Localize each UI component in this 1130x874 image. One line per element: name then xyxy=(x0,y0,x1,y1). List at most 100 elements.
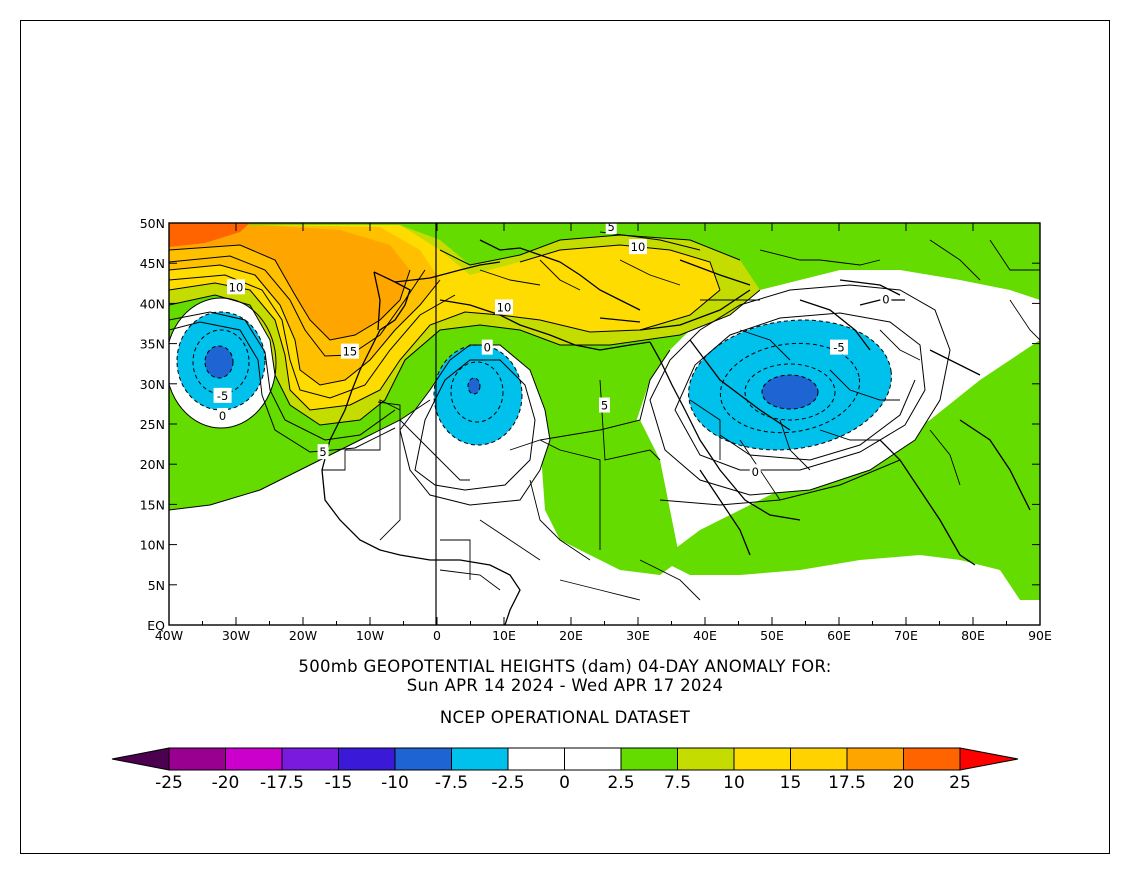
fill-mideast-blue xyxy=(762,375,818,409)
colorbar-label: 0 xyxy=(559,773,570,793)
colorbar-box xyxy=(564,747,622,771)
latitude-ticks: EQ 5N 10N 15N 20N 25N 30N 35N 40N 45N 50N xyxy=(140,216,1040,633)
lat-label: 10N xyxy=(140,538,165,553)
colorbar-box xyxy=(338,747,396,771)
contour-labels: 5 10 10 10 15 0 0 -5 -5 0 5 5 0 xyxy=(213,219,892,480)
colorbar-label: 20 xyxy=(893,773,915,793)
contour-label-bg xyxy=(830,339,848,355)
contour-label: 0 xyxy=(882,292,889,306)
contour-label: 0 xyxy=(219,409,226,423)
contour-label: 0 xyxy=(752,465,759,479)
contour-label: 10 xyxy=(631,240,646,254)
contour-label-bg xyxy=(481,339,493,355)
contour-label-bg xyxy=(599,397,610,413)
colorbar-label: -25 xyxy=(155,773,183,793)
contour-label-bg xyxy=(213,387,232,403)
lon-label: 80E xyxy=(961,628,985,643)
colorbar-label: 25 xyxy=(949,773,971,793)
lon-label: 20W xyxy=(289,628,317,643)
fill-westafrica-cyan xyxy=(434,345,522,445)
contour-lines xyxy=(169,231,951,511)
lat-label: 50N xyxy=(140,216,165,231)
colorbar-label: -2.5 xyxy=(491,773,524,793)
colorbar-box xyxy=(507,747,565,771)
lon-label: 20E xyxy=(559,628,583,643)
lat-label: 5N xyxy=(148,578,165,593)
fill-westafrica-blue xyxy=(468,378,480,394)
lon-label: 40E xyxy=(693,628,717,643)
longitude-ticks: 40W 30W 20W 10W 0 10E 20E 30E 40E 50E 60E 70E 80E 90E xyxy=(155,223,1052,643)
contour-label: 0 xyxy=(484,341,491,355)
contour-label: 5 xyxy=(319,445,326,459)
colorbar-box xyxy=(677,747,735,771)
colorbar-label: 7.5 xyxy=(664,773,691,793)
contour-label-bg xyxy=(749,464,761,480)
contour-label: 5 xyxy=(601,399,608,413)
fill-darkorange xyxy=(169,223,250,247)
colorbar-box xyxy=(281,747,339,771)
contour-label: -5 xyxy=(833,341,844,355)
lon-label: 30E xyxy=(626,628,650,643)
contour-label-bg xyxy=(495,299,513,315)
colorbar-arrow-left xyxy=(111,747,170,771)
colorbar-arrow-right xyxy=(959,747,1019,771)
fill-green-africa xyxy=(540,420,680,575)
lon-label: 0 xyxy=(433,628,441,643)
contour-label-bg xyxy=(605,219,617,235)
lon-label: 90E xyxy=(1028,628,1052,643)
colorbar-box xyxy=(790,747,848,771)
country-borders xyxy=(322,239,1040,601)
colorbar-box xyxy=(620,747,678,771)
colorbar-label: 2.5 xyxy=(607,773,634,793)
map-title-line2: Sun APR 14 2024 - Wed APR 17 2024 xyxy=(406,676,724,695)
lat-label: 45N xyxy=(140,256,165,271)
colorbar-box xyxy=(225,747,283,771)
lon-label: 60E xyxy=(827,628,851,643)
colorbar-label: -10 xyxy=(381,773,409,793)
contour-label-bg xyxy=(880,291,892,307)
contour-label: 5 xyxy=(608,220,615,234)
lat-label: 40N xyxy=(140,296,165,311)
fill-orange xyxy=(169,225,410,340)
contour-label-bg xyxy=(317,444,329,460)
lat-label: EQ xyxy=(147,618,165,633)
contour-label: -5 xyxy=(217,389,228,403)
lat-label: 35N xyxy=(140,337,165,352)
lon-label: 10W xyxy=(356,628,384,643)
negative-contours xyxy=(176,311,892,451)
lat-label: 20N xyxy=(140,457,165,472)
lon-label: 30W xyxy=(222,628,250,643)
colorbar-box xyxy=(168,747,226,771)
lat-label: 25N xyxy=(140,417,165,432)
lon-label: 70E xyxy=(894,628,918,643)
colorbar-label: 17.5 xyxy=(828,773,866,793)
colorbar-label: -7.5 xyxy=(435,773,468,793)
figure-frame xyxy=(20,20,1110,854)
plot-area xyxy=(169,223,1040,625)
lon-label: 40W xyxy=(155,628,183,643)
colorbar-box xyxy=(451,747,509,771)
lat-label: 30N xyxy=(140,377,165,392)
colorbar-box xyxy=(846,747,904,771)
lat-label: 15N xyxy=(140,497,165,512)
contour-label-bg xyxy=(629,239,647,255)
fill-atlantic-blue xyxy=(205,346,233,378)
colorbar-box xyxy=(903,747,961,771)
colorbar: -25 -20 -17.5 -15 -10 -7.5 -2.5 0 2.5 7.5 10 15 17.5… xyxy=(111,747,1019,793)
map-title-line1: 500mb GEOPOTENTIAL HEIGHTS (dam) 04-DAY … xyxy=(298,657,832,676)
dataset-caption: NCEP OPERATIONAL DATASET xyxy=(439,708,691,727)
colorbar-box xyxy=(394,747,452,771)
contour-label-bg xyxy=(340,343,359,359)
colorbar-label: -17.5 xyxy=(260,773,304,793)
colorbar-label: -20 xyxy=(212,773,240,793)
coastlines xyxy=(321,239,1031,625)
colorbar-box xyxy=(733,747,791,771)
contour-label-bg xyxy=(227,279,245,295)
contour-label: 15 xyxy=(343,345,358,359)
colorbar-label: -15 xyxy=(325,773,353,793)
colorbar-label: 15 xyxy=(780,773,802,793)
contour-label: 10 xyxy=(497,300,512,314)
lon-label: 50E xyxy=(760,628,784,643)
lon-label: 10E xyxy=(492,628,516,643)
